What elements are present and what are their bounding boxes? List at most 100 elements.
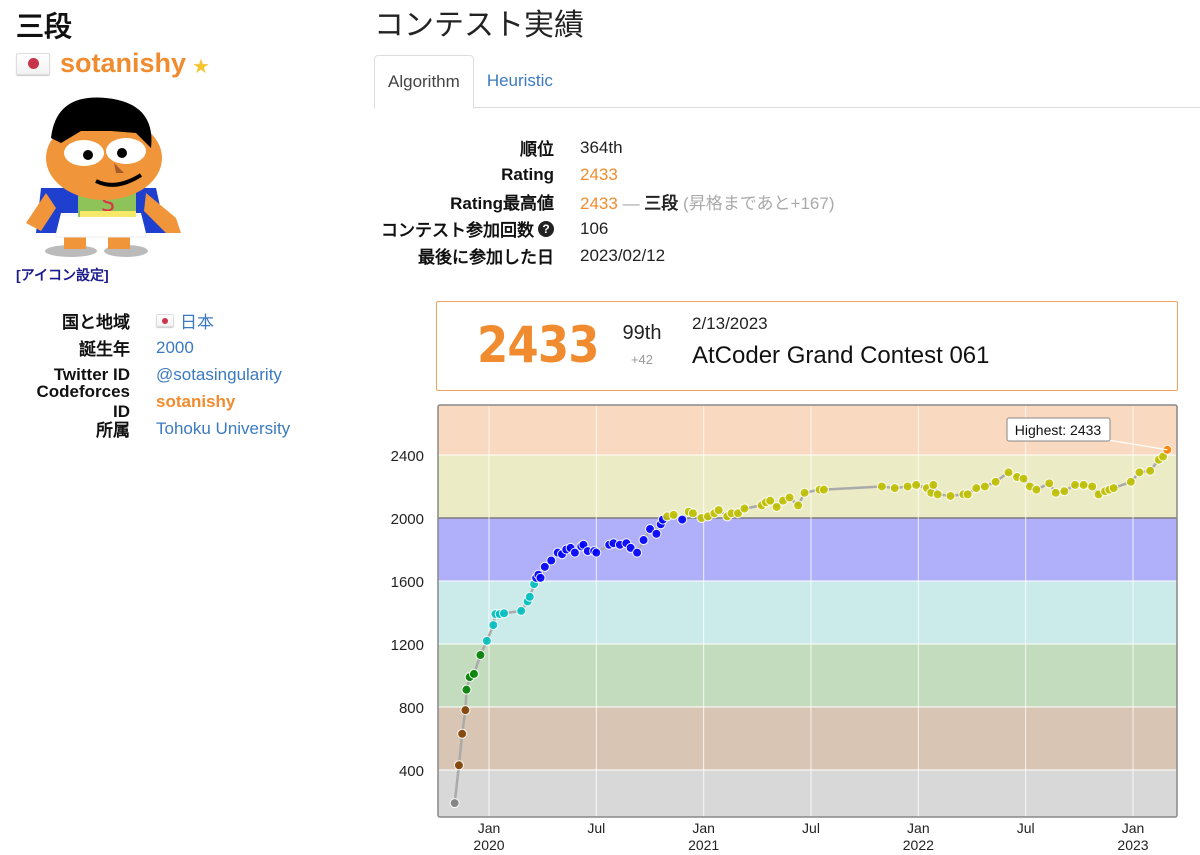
- rating-point[interactable]: [1059, 486, 1070, 497]
- rating-point[interactable]: [1134, 467, 1145, 478]
- rating-point[interactable]: [1050, 487, 1061, 498]
- rating-point[interactable]: [687, 508, 698, 519]
- stat-label: 最後に参加した日: [418, 248, 554, 267]
- twitter-link[interactable]: @sotasingularity: [156, 364, 282, 384]
- rating-point[interactable]: [499, 608, 510, 619]
- rating-point[interactable]: [1044, 478, 1055, 489]
- rating-point[interactable]: [632, 547, 643, 558]
- rating-point[interactable]: [449, 798, 460, 809]
- rating-point[interactable]: [765, 495, 776, 506]
- birth-year-link[interactable]: 2000: [156, 337, 194, 357]
- svg-text:2020: 2020: [473, 837, 504, 853]
- japan-flag-icon: [156, 314, 174, 327]
- rating-point[interactable]: [771, 501, 782, 512]
- tab-algorithm[interactable]: Algorithm: [374, 55, 474, 109]
- rating-point[interactable]: [488, 620, 499, 631]
- contest-history: コンテスト実績 Algorithm Heuristic 順位 364th Rat…: [374, 0, 1200, 391]
- svg-text:2022: 2022: [903, 837, 934, 853]
- svg-text:Jan: Jan: [478, 820, 501, 836]
- rating-point[interactable]: [1031, 484, 1042, 495]
- stat-label: Rating: [501, 164, 554, 184]
- affiliation-link[interactable]: Tohoku University: [156, 418, 291, 438]
- info-label: 誕生年: [79, 340, 130, 359]
- svg-text:Jul: Jul: [802, 820, 820, 836]
- rating-point[interactable]: [928, 479, 939, 490]
- rating-point[interactable]: [932, 489, 943, 500]
- rating-point[interactable]: [460, 705, 471, 716]
- rating-point[interactable]: [591, 547, 602, 558]
- latest-date: 2/13/2023: [692, 314, 768, 333]
- rating-point[interactable]: [535, 572, 546, 583]
- page-title: コンテスト実績: [374, 9, 584, 42]
- rating-point[interactable]: [668, 509, 679, 520]
- info-row-affiliation: 所属 Tohoku University: [16, 415, 356, 442]
- rating-point[interactable]: [739, 503, 750, 514]
- rating-point[interactable]: [945, 490, 956, 501]
- country-link[interactable]: 日本: [180, 313, 214, 332]
- info-value[interactable]: 日本: [156, 308, 214, 333]
- rating-point[interactable]: [539, 561, 550, 572]
- icon-settings-link[interactable]: [アイコン設定]: [16, 267, 109, 283]
- tab-heuristic[interactable]: Heuristic: [486, 71, 553, 90]
- svg-text:Jan: Jan: [692, 820, 715, 836]
- rating-point[interactable]: [784, 492, 795, 503]
- rating-point[interactable]: [799, 487, 810, 498]
- info-row-country: 国と地域 日本: [16, 307, 356, 334]
- rating-point[interactable]: [457, 728, 468, 739]
- rating-point[interactable]: [524, 591, 535, 602]
- rating-point[interactable]: [1070, 479, 1081, 490]
- rating-point[interactable]: [971, 483, 982, 494]
- rating-point[interactable]: [468, 668, 479, 679]
- rating-point[interactable]: [876, 481, 887, 492]
- rating-point[interactable]: [1003, 467, 1014, 478]
- rating-point[interactable]: [902, 481, 913, 492]
- svg-text:2023: 2023: [1117, 837, 1148, 853]
- svg-text:1600: 1600: [391, 574, 424, 591]
- rating-point[interactable]: [911, 479, 922, 490]
- rating-point[interactable]: [818, 484, 829, 495]
- rating-point[interactable]: [1108, 483, 1119, 494]
- username: sotanishy: [60, 48, 187, 78]
- count-label: コンテスト参加回数: [381, 221, 534, 240]
- rating-point[interactable]: [475, 650, 486, 661]
- rating-point[interactable]: [979, 481, 990, 492]
- rating-point[interactable]: [889, 483, 900, 494]
- rating-point[interactable]: [461, 684, 472, 695]
- rating-point[interactable]: [1145, 465, 1156, 476]
- rating-point[interactable]: [713, 505, 724, 516]
- rating-point[interactable]: [516, 605, 527, 616]
- svg-text:Jan: Jan: [1122, 820, 1145, 836]
- svg-text:Highest: 2433: Highest: 2433: [1015, 422, 1102, 438]
- rating-point[interactable]: [546, 555, 557, 566]
- latest-contest-name[interactable]: AtCoder Grand Contest 061: [692, 342, 990, 369]
- svg-text:1200: 1200: [391, 637, 424, 654]
- rating-point[interactable]: [1125, 476, 1136, 487]
- rating-point[interactable]: [793, 500, 804, 511]
- svg-text:400: 400: [399, 763, 424, 780]
- codeforces-link[interactable]: sotanishy: [156, 391, 236, 411]
- rating-point[interactable]: [481, 635, 492, 646]
- stat-value: 2433 — 三段 (昇格まであと+167): [580, 189, 834, 214]
- rating-point[interactable]: [569, 547, 580, 558]
- rating-point[interactable]: [651, 528, 662, 539]
- stat-highest: Rating最高値 2433 — 三段 (昇格まであと+167): [374, 188, 1200, 215]
- rating-point[interactable]: [962, 489, 973, 500]
- rating-point[interactable]: [1078, 479, 1089, 490]
- rating-point[interactable]: [638, 535, 649, 546]
- stat-rating: Rating 2433: [374, 161, 1200, 188]
- rating-point[interactable]: [990, 476, 1001, 487]
- japan-flag-icon: [16, 52, 50, 75]
- rating-point[interactable]: [453, 760, 464, 771]
- latest-rating: 2433: [477, 316, 600, 374]
- rating-point[interactable]: [677, 514, 688, 525]
- star-icon: ★: [192, 56, 210, 78]
- svg-text:800: 800: [399, 700, 424, 717]
- question-icon[interactable]: ?: [538, 220, 554, 237]
- stat-value: 2433: [580, 164, 618, 184]
- rating-point[interactable]: [1087, 481, 1098, 492]
- promotion-note: (昇格まであと+167): [683, 194, 835, 213]
- rank-title: 三段: [16, 11, 73, 42]
- rating-point[interactable]: [1018, 473, 1029, 484]
- svg-text:2400: 2400: [391, 448, 424, 465]
